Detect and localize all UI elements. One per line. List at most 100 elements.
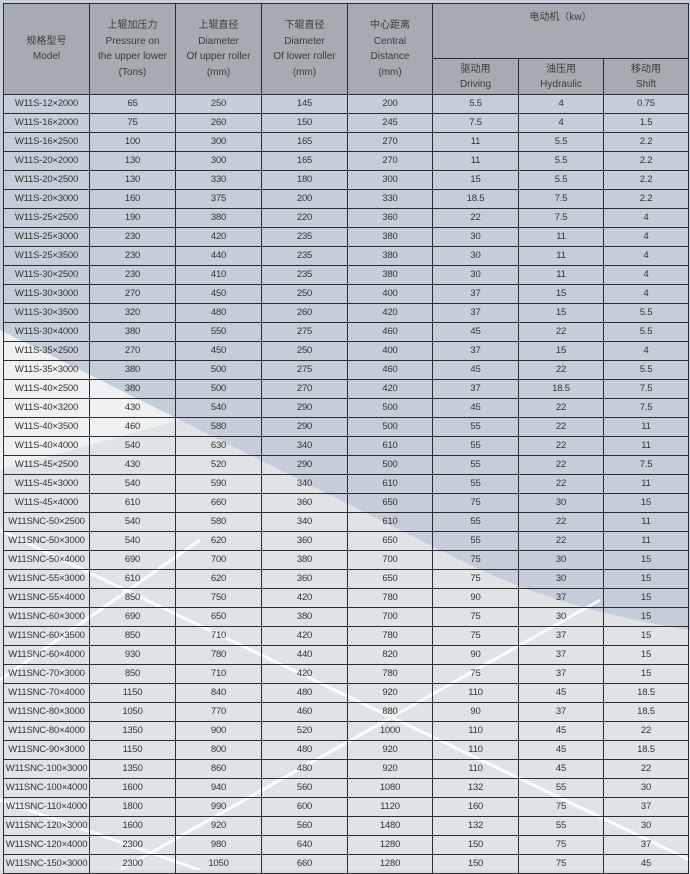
table-row: W11SNC-55×3000 610 620 360 650 75 30 15: [3, 569, 689, 589]
value-cell: 5.5: [603, 360, 689, 380]
value-cell: 610: [347, 436, 433, 456]
value-cell: 930: [89, 645, 176, 665]
value-cell: 250: [261, 341, 348, 361]
value-cell: 55: [432, 436, 519, 456]
model-cell: W11SNC-120×4000: [3, 835, 90, 855]
model-cell: W11SNC-150×3000: [3, 854, 90, 874]
value-cell: 1480: [347, 816, 433, 836]
value-cell: 980: [175, 835, 262, 855]
model-cell: W11SNC-60×3500: [3, 626, 90, 646]
value-cell: 1350: [89, 759, 176, 779]
value-cell: 11: [603, 531, 689, 551]
value-cell: 5.5: [518, 151, 604, 171]
table-row: W11SNC-150×3000 2300 1050 660 1280 150 75 45: [3, 854, 689, 874]
model-cell: W11S-12×2000: [3, 94, 90, 114]
value-cell: 90: [432, 645, 519, 665]
value-cell: 850: [89, 588, 176, 608]
value-cell: 11: [518, 265, 604, 285]
value-cell: 45: [518, 721, 604, 741]
value-cell: 700: [347, 550, 433, 570]
value-cell: 37: [518, 626, 604, 646]
header-hydraulic: 油压用 Hydraulic: [518, 58, 604, 95]
value-cell: 15: [603, 626, 689, 646]
value-cell: 650: [347, 531, 433, 551]
value-cell: 780: [347, 626, 433, 646]
header-upper-roller: 上辊直径 Diameter Of upper roller (mm): [175, 3, 262, 95]
table-row: W11S-20×3000 160 375 200 330 18.5 7.5 2.2: [3, 189, 689, 209]
value-cell: 660: [175, 493, 262, 513]
value-cell: 200: [261, 189, 348, 209]
table-row: W11S-25×3500 230 440 235 380 30 11 4: [3, 246, 689, 266]
value-cell: 22: [518, 398, 604, 418]
value-cell: 500: [175, 379, 262, 399]
value-cell: 450: [175, 284, 262, 304]
value-cell: 75: [432, 569, 519, 589]
value-cell: 500: [347, 455, 433, 475]
table-row: W11SNC-50×4000 690 700 380 700 75 30 15: [3, 550, 689, 570]
value-cell: 7.5: [603, 398, 689, 418]
value-cell: 270: [347, 151, 433, 171]
value-cell: 260: [175, 113, 262, 133]
value-cell: 1000: [347, 721, 433, 741]
table-row: W11S-35×3000 380 500 275 460 45 22 5.5: [3, 360, 689, 380]
table-row: W11S-40×3200 430 540 290 500 45 22 7.5: [3, 398, 689, 418]
model-cell: W11SNC-50×4000: [3, 550, 90, 570]
model-cell: W11S-40×3500: [3, 417, 90, 437]
table-row: W11SNC-60×4000 930 780 440 820 90 37 15: [3, 645, 689, 665]
value-cell: 710: [175, 626, 262, 646]
model-cell: W11SNC-70×4000: [3, 683, 90, 703]
value-cell: 1150: [89, 683, 176, 703]
table-row: W11S-30×3000 270 450 250 400 37 15 4: [3, 284, 689, 304]
value-cell: 55: [432, 474, 519, 494]
value-cell: 650: [347, 493, 433, 513]
value-cell: 420: [261, 588, 348, 608]
value-cell: 30: [603, 816, 689, 836]
model-cell: W11S-20×2000: [3, 151, 90, 171]
value-cell: 990: [175, 797, 262, 817]
value-cell: 480: [175, 303, 262, 323]
value-cell: 11: [518, 227, 604, 247]
value-cell: 610: [89, 493, 176, 513]
value-cell: 380: [347, 246, 433, 266]
value-cell: 90: [432, 588, 519, 608]
model-cell: W11S-25×3500: [3, 246, 90, 266]
value-cell: 330: [175, 170, 262, 190]
model-cell: W11S-25×2500: [3, 208, 90, 228]
value-cell: 290: [261, 398, 348, 418]
value-cell: 7.5: [603, 379, 689, 399]
value-cell: 235: [261, 265, 348, 285]
value-cell: 15: [432, 170, 519, 190]
model-cell: W11SNC-100×3000: [3, 759, 90, 779]
value-cell: 290: [261, 417, 348, 437]
value-cell: 860: [175, 759, 262, 779]
value-cell: 18.5: [603, 740, 689, 760]
value-cell: 900: [175, 721, 262, 741]
table-row: W11SNC-80×4000 1350 900 520 1000 110 45 22: [3, 721, 689, 741]
table-row: W11S-25×2500 190 380 220 360 22 7.5 4: [3, 208, 689, 228]
value-cell: 30: [518, 569, 604, 589]
value-cell: 22: [518, 455, 604, 475]
value-cell: 500: [347, 417, 433, 437]
value-cell: 55: [432, 512, 519, 532]
value-cell: 4: [518, 94, 604, 114]
value-cell: 55: [518, 816, 604, 836]
value-cell: 130: [89, 170, 176, 190]
value-cell: 18.5: [603, 702, 689, 722]
value-cell: 75: [518, 835, 604, 855]
value-cell: 45: [518, 683, 604, 703]
value-cell: 270: [89, 341, 176, 361]
table-row: W11SNC-100×4000 1600 940 560 1080 132 55 30: [3, 778, 689, 798]
value-cell: 230: [89, 227, 176, 247]
value-cell: 520: [261, 721, 348, 741]
value-cell: 380: [89, 379, 176, 399]
value-cell: 65: [89, 94, 176, 114]
value-cell: 850: [89, 626, 176, 646]
value-cell: 55: [432, 531, 519, 551]
value-cell: 11: [432, 151, 519, 171]
value-cell: 30: [603, 778, 689, 798]
value-cell: 160: [89, 189, 176, 209]
value-cell: 710: [175, 664, 262, 684]
model-cell: W11S-30×3500: [3, 303, 90, 323]
header-model: 规格型号 Model: [3, 3, 90, 95]
value-cell: 1120: [347, 797, 433, 817]
